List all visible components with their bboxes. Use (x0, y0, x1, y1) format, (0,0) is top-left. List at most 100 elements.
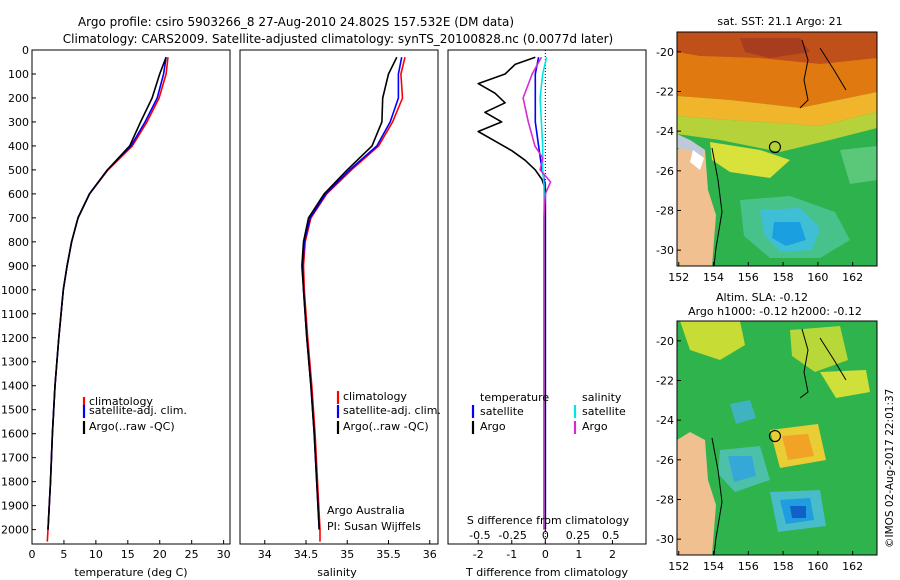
sla-map-latitude-tick-label: -24 (656, 414, 674, 427)
sst-map-longitude-tick-label: 158 (773, 271, 794, 284)
sst-map-longitude-tick-label: 156 (738, 271, 759, 284)
temperature-tick-label: 30 (217, 548, 231, 561)
sst-map-latitude-tick-label: -26 (656, 165, 674, 178)
t-argo-difference-line (477, 56, 547, 530)
temperature-argo-line (47, 56, 167, 530)
salinity-tick-label: 35.5 (376, 548, 401, 561)
salinity-axis-label: salinity (317, 566, 357, 579)
salinity-tick-label: 34.5 (294, 548, 319, 561)
t-difference-tick-label: 2 (609, 548, 616, 561)
s-difference-axis-label: S difference from climatology (467, 514, 630, 527)
salinity-argo-line (301, 56, 398, 530)
s-difference-axis-ticks: -0.5 -0.25 0 0.25 0.5 (469, 529, 619, 542)
sst-map-longitude-tick-label: 160 (807, 271, 828, 284)
salinity-legend: climatology satellite-adj. clim. Argo(..… (336, 390, 441, 434)
sst-map-longitude-tick-label: 154 (703, 271, 724, 284)
depth-axis-ticks: 0 100 200 300 400 500 600 700 800 900 1000 1100 1200… (1, 44, 36, 537)
depth-tick-label: 2000 (1, 524, 29, 537)
sla-map-longitude-tick-label: 160 (807, 560, 828, 573)
sla-map-latitude-tick-label: -22 (656, 374, 674, 387)
depth-tick-label: 1300 (1, 356, 29, 369)
sst-map-latitude-tick-label: -24 (656, 125, 674, 138)
depth-tick-label: 1400 (1, 380, 29, 393)
argo-float-position-marker (768, 430, 781, 443)
depth-tick-label: 1800 (1, 476, 29, 489)
legend-argo-label: Argo(..raw -QC) (89, 420, 175, 433)
s-difference-tick-label: -0.25 (498, 529, 526, 542)
difference-panel: -2 -1 0 1 2 -0.5 -0.25 0 0.25 0.5 S difference f… (447, 49, 647, 579)
legend-climatology-label: climatology (89, 395, 153, 408)
salinity-tick-label: 35 (340, 548, 354, 561)
argo-float-position-marker (768, 141, 781, 154)
temperature-tick-label: 0 (29, 548, 36, 561)
depth-tick-label: 900 (8, 260, 29, 273)
sla-map-longitude-tick-label: 162 (842, 560, 863, 573)
sst-map-field (677, 32, 877, 266)
salinity-panel: 34 34.5 35 35.5 36 salinity climatology sate… (239, 49, 441, 579)
sla-map-longitude-tick-label: 154 (703, 560, 724, 573)
legend-satellite-label: satellite-adj. clim. (89, 404, 187, 417)
depth-tick-label: 0 (22, 44, 29, 57)
temperature-profiles (46, 56, 169, 542)
sla-map-title: Altim. SLA: -0.12 (716, 291, 808, 304)
legend-salinity-title: salinity (582, 391, 622, 404)
difference-plot-frame (447, 49, 647, 545)
figure-title-line-1: Argo profile: csiro 5903266_8 27-Aug-201… (78, 15, 514, 29)
legend-satellite-label: satellite-adj. clim. (343, 404, 441, 417)
depth-tick-label: 1600 (1, 428, 29, 441)
temperature-tick-label: 15 (121, 548, 135, 561)
sla-map-latitude-tick-label: -28 (656, 493, 674, 506)
depth-tick-label: 600 (8, 188, 29, 201)
attribution-line-1: Argo Australia (327, 504, 405, 517)
temperature-legend: climatology satellite-adj. clim. Argo(..… (82, 395, 187, 434)
temperature-axis-ticks: 0 5 10 15 20 25 30 (29, 540, 231, 561)
salinity-tick-label: 34 (258, 548, 272, 561)
sla-map-latitude-tick-label: -30 (656, 533, 674, 546)
depth-tick-label: 1900 (1, 500, 29, 513)
t-difference-axis-ticks: -2 -1 0 1 2 (473, 540, 616, 561)
sla-map-latitude-tick-label: -20 (656, 335, 674, 348)
t-difference-tick-label: 0 (542, 548, 549, 561)
sst-map-longitude-tick-label: 152 (668, 271, 689, 284)
sst-map-latitude-tick-label: -20 (656, 46, 674, 59)
s-difference-tick-label: 0.5 (602, 529, 620, 542)
s-difference-tick-label: 0 (542, 529, 549, 542)
legend-t-satellite-label: satellite (480, 405, 524, 418)
t-difference-tick-label: 1 (575, 548, 582, 561)
sla-map-field (677, 321, 877, 555)
depth-tick-label: 1000 (1, 284, 29, 297)
depth-tick-label: 800 (8, 236, 29, 249)
t-difference-tick-label: -2 (473, 548, 484, 561)
sst-map-frame (676, 31, 878, 267)
depth-tick-label: 700 (8, 212, 29, 225)
sst-map-panel: sat. SST: 21.1 Argo: 21 152 154 156 158 160 1… (656, 15, 878, 284)
temperature-plot-frame (31, 49, 231, 545)
legend-t-argo-label: Argo (480, 420, 506, 433)
sst-map-latitude-tick-label: -30 (656, 244, 674, 257)
temperature-tick-label: 10 (89, 548, 103, 561)
attribution-line-2: PI: Susan Wijffels (327, 520, 421, 533)
salinity-axis-ticks: 34 34.5 35 35.5 36 (258, 540, 437, 561)
temperature-tick-label: 25 (185, 548, 199, 561)
s-difference-tick-label: -0.5 (469, 529, 490, 542)
sla-map-longitude-tick-label: 156 (738, 560, 759, 573)
salinity-climatology-line (302, 57, 406, 542)
sst-map-latitude-tick-label: -22 (656, 85, 674, 98)
sla-map-longitude-ticks: 152 154 156 158 160 162 (668, 551, 863, 573)
sla-map-frame (676, 320, 878, 556)
sst-map-longitude-ticks: 152 154 156 158 160 162 (668, 262, 863, 284)
depth-tick-label: 300 (8, 116, 29, 129)
sla-map-longitude-tick-label: 158 (773, 560, 794, 573)
sst-map-latitude-tick-label: -28 (656, 204, 674, 217)
sst-map-title: sat. SST: 21.1 Argo: 21 (717, 15, 842, 28)
depth-tick-label: 200 (8, 92, 29, 105)
depth-tick-label: 400 (8, 140, 29, 153)
legend-s-argo-label: Argo (582, 420, 608, 433)
difference-legend: temperature salinity satellite Argo sate… (471, 391, 626, 434)
depth-tick-label: 1700 (1, 452, 29, 465)
temperature-panel: 0100200300400500600700800900100011001200… (1, 44, 231, 579)
t-difference-tick-label: -1 (506, 548, 517, 561)
sst-map-latitude-ticks: -20 -22 -24 -26 -28 -30 (656, 46, 681, 257)
difference-profiles (477, 56, 552, 530)
